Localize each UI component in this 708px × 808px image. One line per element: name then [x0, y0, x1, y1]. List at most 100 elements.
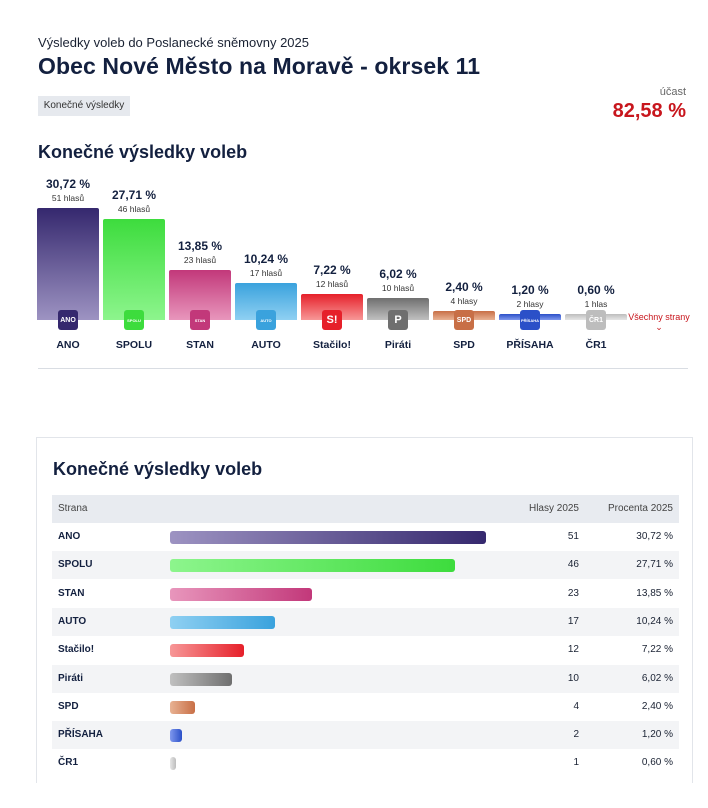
votes-value: 51 — [567, 531, 579, 542]
chart-votes-label: 17 hlasů — [249, 267, 283, 278]
party-name: SPOLU — [58, 559, 93, 571]
chart-category-label: Piráti — [384, 339, 412, 351]
chart-votes-label: 51 hlasů — [51, 193, 85, 203]
turnout-value: 82,58 % — [612, 100, 686, 122]
percent-value: 13,85 % — [636, 587, 673, 599]
stan-logo-icon: STAN — [190, 310, 210, 330]
table-bar — [170, 757, 177, 771]
table-bar — [170, 559, 456, 573]
chart-votes-label: 12 hlasů — [315, 278, 349, 289]
chart-bar-spolu[interactable] — [103, 218, 165, 320]
table-bar — [170, 644, 245, 658]
party-name: SPD — [58, 700, 79, 712]
chart-votes-label: 4 hlasy — [450, 296, 478, 307]
votes-value: 10 — [567, 672, 579, 684]
table-header: Strana Hlasy 2025 Procenta 2025 — [52, 495, 679, 523]
votes-value: 2 — [573, 729, 579, 741]
table-row: STAN 23 13,85 % — [52, 580, 679, 608]
votes-value: 12 — [567, 644, 579, 656]
chart-category-label: PŘÍSAHA — [506, 339, 554, 351]
chart-category-label: STAN — [186, 339, 214, 351]
percent-value: 6,02 % — [641, 672, 673, 684]
chart-category-label: AUTO — [251, 339, 281, 351]
votes-value: 1 — [573, 757, 579, 769]
votes-value: 23 — [567, 587, 579, 599]
chart-value-label: 10,24 % — [243, 251, 289, 266]
prisaha-logo-icon: PŘÍSAHA — [520, 310, 540, 330]
party-name: Stačilo! — [58, 644, 95, 656]
table-bar — [170, 729, 183, 743]
party-name: ANO — [58, 531, 81, 542]
chevron-down-icon: ⌄ — [655, 322, 663, 332]
table-row: ANO 51 30,72 % — [52, 523, 679, 551]
chart-votes-label: 1 hlas — [584, 299, 608, 309]
header-percent: Procenta 2025 — [607, 503, 673, 514]
chart-value-label: 27,71 % — [111, 187, 157, 202]
cr1-logo-icon: ČR1 — [586, 310, 606, 330]
chart-category-label: ANO — [56, 339, 80, 351]
chart-value-label: 13,85 % — [177, 238, 223, 253]
table-bar — [170, 700, 195, 714]
percent-value: 27,71 % — [636, 559, 673, 571]
percent-value: 1,20 % — [641, 729, 673, 741]
table-bar — [170, 615, 276, 629]
votes-value: 4 — [573, 700, 579, 712]
table-title: Konečné výsledky voleb — [53, 459, 263, 479]
votes-value: 46 — [567, 559, 579, 571]
chart-value-label: 0,60 % — [577, 283, 615, 297]
chart-votes-label: 23 hlasů — [183, 254, 217, 265]
chart-value-label: 7,22 % — [313, 262, 351, 277]
table-row: Stačilo! 12 7,22 % — [52, 636, 679, 664]
percent-value: 7,22 % — [641, 644, 673, 656]
party-name: STAN — [58, 587, 85, 599]
chart-value-label: 2,40 % — [445, 280, 483, 295]
status-badge: Konečné výsledky — [38, 96, 130, 116]
all-parties-link[interactable]: Všechny strany ⌄ — [628, 312, 690, 333]
chart-category-label: ČR1 — [585, 339, 607, 351]
table-row: SPD 4 2,40 % — [52, 693, 679, 721]
votes-value: 17 — [567, 615, 579, 627]
chart-value-label: 1,20 % — [511, 283, 549, 297]
header-party: Strana — [58, 503, 88, 514]
chart-category-label: SPD — [453, 339, 475, 351]
table-row: AUTO 17 10,24 % — [52, 607, 679, 636]
all-parties-link-label: Všechny strany — [628, 312, 690, 322]
results-table-card — [36, 437, 693, 783]
page-title: Obec Nové Město na Moravě - okrsek 11 — [38, 53, 481, 79]
table-bar — [170, 672, 232, 686]
percent-value: 0,60 % — [641, 757, 673, 769]
table-row: SPOLU 46 27,71 % — [52, 551, 679, 580]
chart-category-label: Stačilo! — [313, 339, 351, 351]
chart-value-label: 6,02 % — [379, 267, 417, 282]
chart-votes-label: 10 hlasů — [381, 283, 415, 294]
chart-category-label: SPOLU — [115, 339, 153, 351]
chart-votes-label: 46 hlasů — [117, 203, 151, 214]
chart-value-label: 30,72 % — [45, 177, 91, 191]
page-subtitle: Výsledky voleb do Poslanecké sněmovny 20… — [38, 35, 309, 50]
party-name: ČR1 — [58, 757, 79, 769]
table-row: Piráti 10 6,02 % — [52, 664, 679, 693]
header-votes: Hlasy 2025 — [528, 503, 579, 514]
results-bar-chart: 30,72 % 51 hlasů ANO ANO 27,71 % 46 hlasů SPOL… — [0, 0, 708, 370]
table-bar — [170, 587, 313, 601]
percent-value: 2,40 % — [641, 700, 673, 712]
chart-bar-ano[interactable] — [37, 208, 99, 320]
spolu-logo-icon: SPOLU — [124, 310, 144, 330]
chart-votes-label: 2 hlasy — [516, 299, 544, 309]
table-bar — [170, 531, 486, 544]
spd-logo-icon: SPD — [454, 310, 474, 330]
percent-value: 10,24 % — [636, 615, 673, 627]
chart-title: Konečné výsledky voleb — [38, 142, 248, 162]
stacilo-logo-icon: S! — [322, 310, 342, 330]
ano-logo-icon: ANO — [58, 310, 78, 330]
pirati-logo-icon: P — [388, 310, 408, 330]
table-row: ČR1 1 0,60 % — [52, 749, 679, 777]
table-row: PŘÍSAHA 2 1,20 % — [52, 721, 679, 750]
chart-bar-pirati[interactable] — [367, 298, 429, 320]
party-name: Piráti — [58, 672, 84, 684]
party-name: PŘÍSAHA — [58, 729, 104, 741]
divider — [38, 368, 688, 369]
auto-logo-icon: AUTO — [256, 310, 276, 330]
percent-value: 30,72 % — [636, 531, 673, 542]
party-name: AUTO — [58, 615, 87, 627]
